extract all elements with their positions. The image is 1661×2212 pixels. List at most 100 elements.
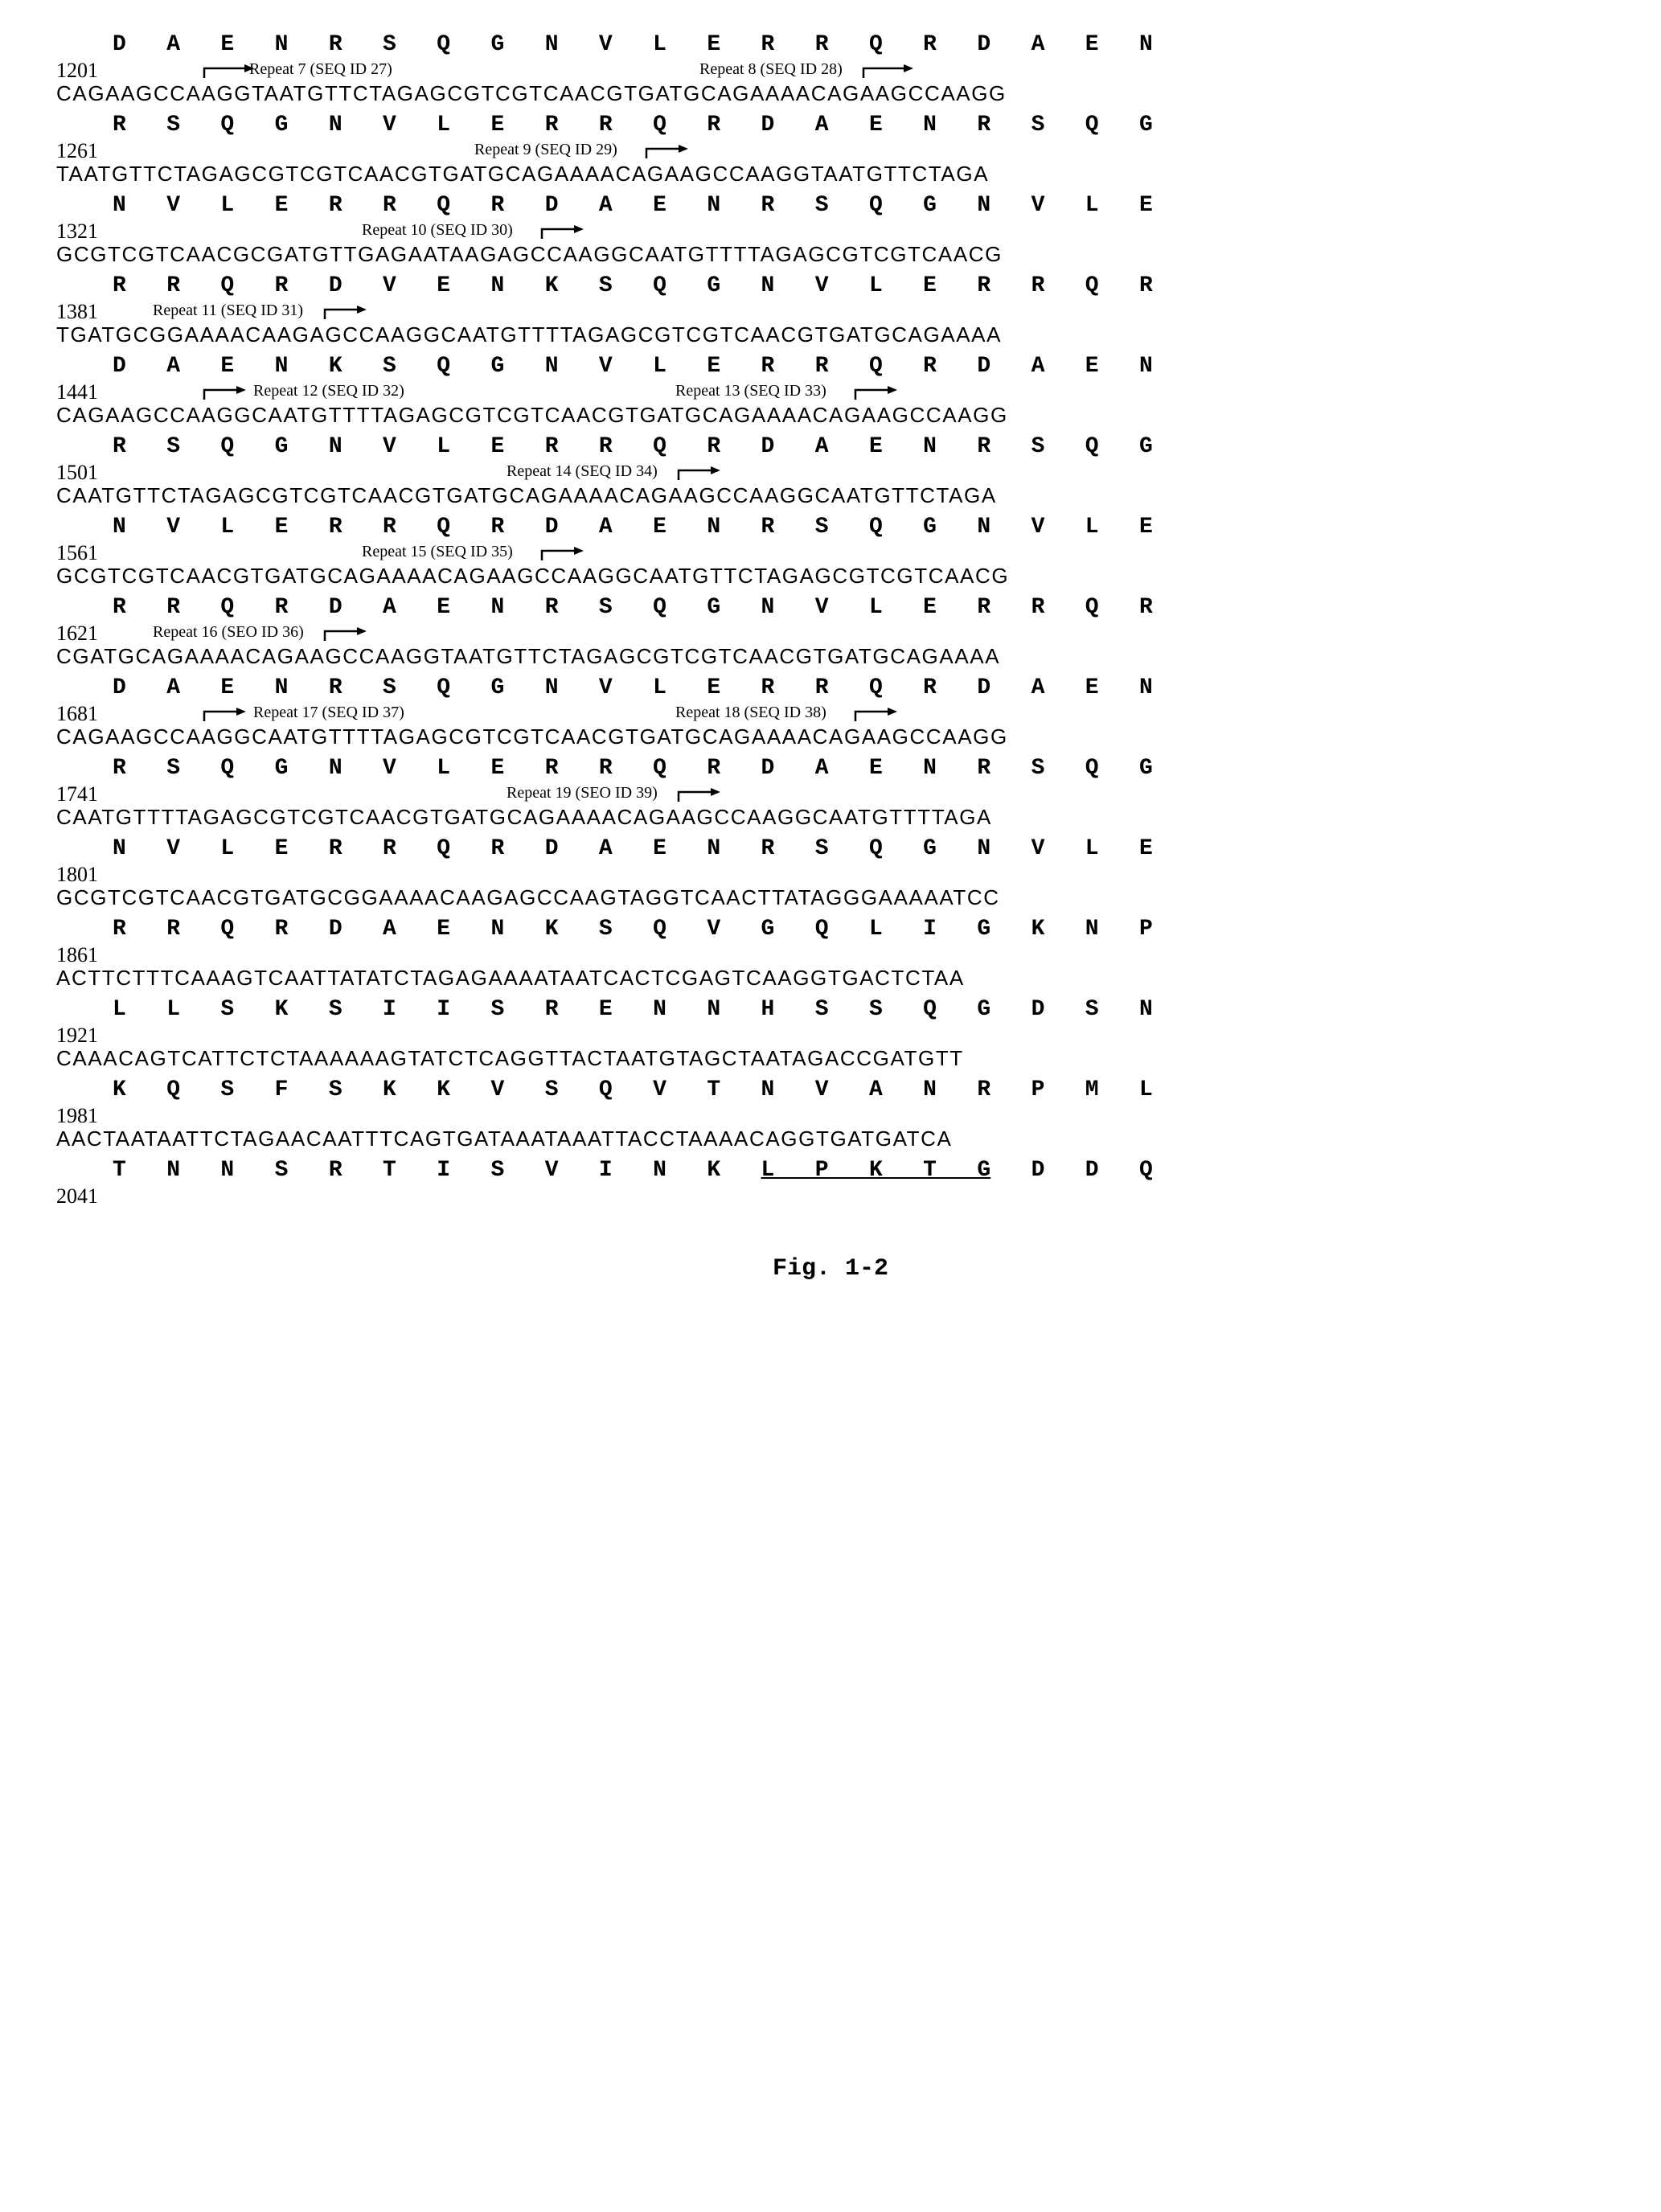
sequence-block: N V L E R R Q R D A E N R S Q G N V L E1… bbox=[40, 515, 1621, 589]
sequence-block: R R Q R D A E N K S Q V G Q L I G K N P 1… bbox=[40, 917, 1621, 991]
annotation-row: 1981 bbox=[40, 1102, 1621, 1127]
repeat-arrow bbox=[675, 786, 724, 805]
repeat-arrow bbox=[860, 62, 917, 81]
amino-acid-line: T N N S R T I S V I N K L P K T G D D Q bbox=[113, 1158, 1621, 1183]
sequence-figure: D A E N R S Q G N V L E R R Q R D A E N1… bbox=[40, 32, 1621, 1207]
amino-acid-line: R S Q G N V L E R R Q R D A E N R S Q G bbox=[113, 113, 1621, 137]
repeat-label: Repeat 12 (SEQ ID 32) bbox=[253, 382, 404, 400]
amino-acid-line: D A E N R S Q G N V L E R R Q R D A E N bbox=[113, 32, 1621, 57]
repeat-arrow bbox=[322, 303, 370, 322]
dna-sequence-line: GCGTCGTCAACGTGATGCAGAAAACAGAAGCCAAGGCAAT… bbox=[56, 564, 1621, 589]
sequence-block: D A E N R S Q G N V L E R R Q R D A E N1… bbox=[40, 32, 1621, 106]
annotation-row: 1501 Repeat 14 (SEQ ID 34) bbox=[40, 459, 1621, 483]
repeat-arrow bbox=[675, 464, 724, 483]
dna-sequence-line: ACTTCTTTCAAAGTCAATTATATCTAGAGAAAATAATCAC… bbox=[56, 966, 1621, 991]
dna-sequence-line: TAATGTTCTAGAGCGTCGTCAACGTGATGCAGAAAACAGA… bbox=[56, 162, 1621, 187]
repeat-label: Repeat 11 (SEQ ID 31) bbox=[153, 302, 303, 320]
sequence-block: R S Q G N V L E R R Q R D A E N R S Q G1… bbox=[40, 113, 1621, 187]
position-label: 2041 bbox=[56, 1184, 98, 1209]
dna-sequence-line: CAGAAGCCAAGGCAATGTTTTAGAGCGTCGTCAACGTGAT… bbox=[56, 403, 1621, 428]
position-label: 1621 bbox=[56, 622, 98, 646]
dna-sequence-line: GCGTCGTCAACGCGATGTTGAGAATAAGAGCCAAGGCAAT… bbox=[56, 242, 1621, 267]
annotation-row: 1561 Repeat 15 (SEQ ID 35) bbox=[40, 540, 1621, 564]
repeat-arrow bbox=[539, 544, 587, 564]
amino-acid-line: R S Q G N V L E R R Q R D A E N R S Q G bbox=[113, 434, 1621, 459]
repeat-label: Repeat 14 (SEQ ID 34) bbox=[507, 462, 658, 481]
position-label: 1981 bbox=[56, 1104, 98, 1128]
repeat-label: Repeat 13 (SEQ ID 33) bbox=[675, 382, 826, 400]
sequence-block: R R Q R D V E N K S Q G N V L E R R Q R1… bbox=[40, 273, 1621, 347]
position-label: 1681 bbox=[56, 702, 98, 726]
repeat-label: Repeat 15 (SEQ ID 35) bbox=[362, 543, 513, 561]
repeat-arrow bbox=[201, 384, 249, 403]
position-label: 1921 bbox=[56, 1024, 98, 1048]
aa-motif-underlined: L P K T G bbox=[761, 1158, 991, 1183]
annotation-row: 1801 bbox=[40, 861, 1621, 885]
dna-sequence-line: CAAACAGTCATTCTCTAAAAAAGTATCTCAGGTTACTAAT… bbox=[56, 1046, 1621, 1071]
aa-text: T N N S R T I S V I N K bbox=[113, 1158, 761, 1183]
sequence-block: D A E N R S Q G N V L E R R Q R D A E N1… bbox=[40, 675, 1621, 749]
amino-acid-line: K Q S F S K K V S Q V T N V A N R P M L bbox=[113, 1077, 1621, 1102]
dna-sequence-line: CAGAAGCCAAGGTAATGTTCTAGAGCGTCGTCAACGTGAT… bbox=[56, 81, 1621, 106]
sequence-block: T N N S R T I S V I N K L P K T G D D Q 2… bbox=[40, 1158, 1621, 1207]
annotation-row: 1861 bbox=[40, 942, 1621, 966]
repeat-arrow bbox=[201, 705, 249, 724]
amino-acid-line: R R Q R D A E N K S Q V G Q L I G K N P bbox=[113, 917, 1621, 942]
repeat-label: Repeat 10 (SEQ ID 30) bbox=[362, 221, 513, 240]
repeat-label: Repeat 9 (SEQ ID 29) bbox=[474, 141, 617, 159]
repeat-label: Repeat 8 (SEQ ID 28) bbox=[699, 60, 843, 79]
amino-acid-line: D A E N R S Q G N V L E R R Q R D A E N bbox=[113, 675, 1621, 700]
position-label: 1861 bbox=[56, 943, 98, 967]
sequence-block: L L S K S I I S R E N N H S S Q G D S N1… bbox=[40, 997, 1621, 1071]
annotation-row: 1321 Repeat 10 (SEQ ID 30) bbox=[40, 218, 1621, 242]
repeat-arrow bbox=[852, 705, 900, 724]
annotation-row: 2041 bbox=[40, 1183, 1621, 1207]
dna-sequence-line: CAATGTTCTAGAGCGTCGTCAACGTGATGCAGAAAACAGA… bbox=[56, 483, 1621, 508]
sequence-block: D A E N K S Q G N V L E R R Q R D A E N1… bbox=[40, 354, 1621, 428]
amino-acid-line: N V L E R R Q R D A E N R S Q G N V L E bbox=[113, 193, 1621, 218]
repeat-arrow bbox=[322, 625, 370, 644]
annotation-row: 1381 Repeat 11 (SEQ ID 31) bbox=[40, 298, 1621, 322]
figure-caption: Fig. 1-2 bbox=[40, 1255, 1621, 1282]
position-label: 1561 bbox=[56, 541, 98, 565]
sequence-block: K Q S F S K K V S Q V T N V A N R P M L 1… bbox=[40, 1077, 1621, 1151]
repeat-arrow bbox=[643, 142, 691, 162]
position-label: 1381 bbox=[56, 300, 98, 324]
position-label: 1501 bbox=[56, 461, 98, 485]
annotation-row: 1441 Repeat 12 (SEQ ID 32) Repeat 13 (SEQ … bbox=[40, 379, 1621, 403]
position-label: 1441 bbox=[56, 380, 98, 404]
dna-sequence-line: CGATGCAGAAAACAGAAGCCAAGGTAATGTTCTAGAGCGT… bbox=[56, 644, 1621, 669]
position-label: 1741 bbox=[56, 782, 98, 806]
annotation-row: 1261 Repeat 9 (SEQ ID 29) bbox=[40, 137, 1621, 162]
repeat-label: Repeat 17 (SEQ ID 37) bbox=[253, 704, 404, 722]
amino-acid-line: R R Q R D A E N R S Q G N V L E R R Q R bbox=[113, 595, 1621, 620]
dna-sequence-line: AACTAATAATTCTAGAACAATTTCAGTGATAAATAAATTA… bbox=[56, 1127, 1621, 1151]
annotation-row: 1201Repeat 7 (SEQ ID 27)Repeat 8 (SEQ ID… bbox=[40, 57, 1621, 81]
annotation-row: 1921 bbox=[40, 1022, 1621, 1046]
sequence-block: R S Q G N V L E R R Q R D A E N R S Q G1… bbox=[40, 434, 1621, 508]
annotation-row: 1621 Repeat 16 (SEO ID 36) bbox=[40, 620, 1621, 644]
amino-acid-line: R S Q G N V L E R R Q R D A E N R S Q G bbox=[113, 756, 1621, 781]
sequence-block: N V L E R R Q R D A E N R S Q G N V L E1… bbox=[40, 836, 1621, 910]
repeat-label: Repeat 19 (SEO ID 39) bbox=[507, 784, 658, 802]
repeat-arrow bbox=[539, 223, 587, 242]
amino-acid-line: R R Q R D V E N K S Q G N V L E R R Q R bbox=[113, 273, 1621, 298]
repeat-label: Repeat 16 (SEO ID 36) bbox=[153, 623, 304, 642]
sequence-block: R R Q R D A E N R S Q G N V L E R R Q R1… bbox=[40, 595, 1621, 669]
repeat-label: Repeat 7 (SEQ ID 27) bbox=[249, 60, 392, 79]
amino-acid-line: N V L E R R Q R D A E N R S Q G N V L E bbox=[113, 515, 1621, 540]
dna-sequence-line: CAGAAGCCAAGGCAATGTTTTAGAGCGTCGTCAACGTGAT… bbox=[56, 724, 1621, 749]
repeat-arrow bbox=[852, 384, 900, 403]
position-label: 1321 bbox=[56, 220, 98, 244]
sequence-block: N V L E R R Q R D A E N R S Q G N V L E1… bbox=[40, 193, 1621, 267]
repeat-label: Repeat 18 (SEQ ID 38) bbox=[675, 704, 826, 722]
dna-sequence-line: CAATGTTTTAGAGCGTCGTCAACGTGATGCAGAAAACAGA… bbox=[56, 805, 1621, 830]
annotation-row: 1741 Repeat 19 (SEO ID 39) bbox=[40, 781, 1621, 805]
position-label: 1261 bbox=[56, 139, 98, 163]
annotation-row: 1681 Repeat 17 (SEQ ID 37) Repeat 18 (SEQ … bbox=[40, 700, 1621, 724]
amino-acid-line: D A E N K S Q G N V L E R R Q R D A E N bbox=[113, 354, 1621, 379]
repeat-arrow bbox=[201, 62, 257, 81]
aa-text: D D Q bbox=[990, 1158, 1153, 1183]
dna-sequence-line: GCGTCGTCAACGTGATGCGGAAAACAAGAGCCAAGTAGGT… bbox=[56, 885, 1621, 910]
position-label: 1801 bbox=[56, 863, 98, 887]
